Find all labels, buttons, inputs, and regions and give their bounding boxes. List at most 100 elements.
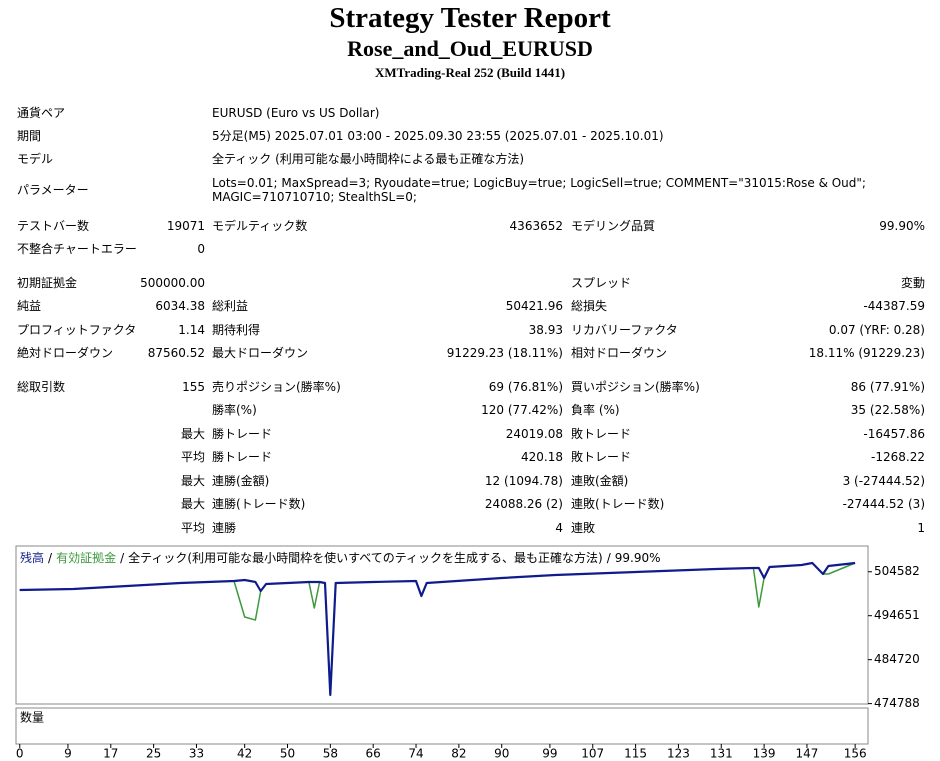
stat-label: 総利益 xyxy=(212,299,249,313)
x-tick-label: 0 xyxy=(16,747,24,761)
y-tick-label: 504582 xyxy=(874,564,920,578)
x-tick-label: 9 xyxy=(64,747,72,761)
stat-label: 敗トレード xyxy=(571,450,632,464)
caption-part: / xyxy=(120,551,125,565)
x-tick-label: 99 xyxy=(542,747,557,761)
caption-part: 残高 xyxy=(20,550,44,565)
x-tick-label: 66 xyxy=(366,747,381,761)
stat-value: 19071 xyxy=(166,219,205,233)
caption-part: 99.90% xyxy=(615,551,661,565)
x-tick-label: 58 xyxy=(323,747,338,761)
stat-label: 負率 (%) xyxy=(571,403,620,417)
report-title: Strategy Tester Report xyxy=(329,2,611,34)
stat-value: 4 xyxy=(555,521,563,535)
y-tick-label: 474788 xyxy=(874,696,920,710)
chart-caption: 残高 / 有効証拠金 / 全ティック(利用可能な最小時間枠を使いすべてのティックを生成す… xyxy=(20,550,661,565)
y-tick-label: 484720 xyxy=(874,652,920,666)
stat-value: 87560.52 xyxy=(147,346,205,360)
caption-part: / xyxy=(48,551,53,565)
stat-value: 6034.38 xyxy=(155,299,205,313)
x-tick-label: 107 xyxy=(581,747,604,761)
stat-value: 3 (-27444.52) xyxy=(842,474,925,488)
stat-label: 相対ドローダウン xyxy=(571,346,668,360)
stat-label: 連勝(金額) xyxy=(212,474,270,488)
stat-value: 86 (77.91%) xyxy=(850,380,925,394)
info-value: EURUSD (Euro vs US Dollar) xyxy=(212,106,380,120)
stat-value: -27444.52 (3) xyxy=(842,497,925,511)
stat-label: 純益 xyxy=(17,299,42,313)
stat-value: 69 (76.81%) xyxy=(488,380,563,394)
chart-frame xyxy=(15,545,869,705)
stat-label: 不整合チャートエラー xyxy=(17,242,137,256)
stat-value: 平均 xyxy=(180,521,205,535)
stat-label: 勝トレード xyxy=(212,450,273,464)
stat-label: スプレッド xyxy=(571,276,632,290)
stat-label: リカバリーファクタ xyxy=(571,323,678,337)
stat-label: テストバー数 xyxy=(17,219,90,233)
stat-value: 変動 xyxy=(900,276,925,290)
stat-value: 1.14 xyxy=(178,323,205,337)
stat-value: -44387.59 xyxy=(863,299,925,313)
x-tick-label: 156 xyxy=(844,747,867,761)
x-tick-label: 82 xyxy=(451,747,466,761)
stat-value: 18.11% (91229.23) xyxy=(808,346,925,360)
caption-part: 有効証拠金 xyxy=(56,550,116,565)
caption-part: / xyxy=(607,551,612,565)
x-tick-label: 115 xyxy=(624,747,647,761)
stat-value: -1268.22 xyxy=(871,450,925,464)
stat-label: 総取引数 xyxy=(17,380,66,394)
stat-value: 0 xyxy=(197,242,205,256)
stat-value: 155 xyxy=(182,380,205,394)
stat-value: 平均 xyxy=(180,450,205,464)
report-subtitle: Rose_and_Oud_EURUSD xyxy=(347,36,593,61)
info-label: パラメーター xyxy=(17,183,89,197)
stat-label: 最大ドローダウン xyxy=(212,346,309,360)
stat-label: 連勝 xyxy=(212,521,237,535)
x-tick-label: 147 xyxy=(795,747,818,761)
stat-label: モデリング品質 xyxy=(571,219,656,233)
stat-value: 最大 xyxy=(180,497,205,511)
series-line xyxy=(19,561,856,697)
stat-value: 500000.00 xyxy=(140,276,205,290)
stat-label: 連敗 xyxy=(571,521,596,535)
stat-label: 初期証拠金 xyxy=(17,276,78,290)
info-label: 期間 xyxy=(17,129,42,143)
stat-value: -16457.86 xyxy=(863,427,925,441)
stat-value: 38.93 xyxy=(528,323,563,337)
stat-label: 連敗(金額) xyxy=(571,474,629,488)
stat-value: 12 (1094.78) xyxy=(484,474,563,488)
x-tick-label: 50 xyxy=(280,747,295,761)
stat-label: 絶対ドローダウン xyxy=(17,346,114,360)
stat-value: 1 xyxy=(917,521,925,535)
stat-label: 買いポジション(勝率%) xyxy=(571,380,700,394)
x-tick-label: 42 xyxy=(237,747,252,761)
stat-value: 0.07 (YRF: 0.28) xyxy=(828,323,925,337)
x-tick-label: 90 xyxy=(494,747,509,761)
stat-value: 4363652 xyxy=(509,219,563,233)
volume-label: 数量 xyxy=(20,710,44,725)
x-tick-label: 74 xyxy=(408,747,423,761)
x-tick-label: 17 xyxy=(103,747,118,761)
x-tick-label: 139 xyxy=(753,747,776,761)
stat-label: モデルティック数 xyxy=(212,219,308,233)
stat-value: 420.18 xyxy=(521,450,563,464)
x-tick-label: 33 xyxy=(189,747,204,761)
stat-value: 91229.23 (18.11%) xyxy=(446,346,563,360)
stat-label: 期待利得 xyxy=(212,323,261,337)
caption-part: 全ティック(利用可能な最小時間枠を使いすべてのティックを生成する、最も正確な方法… xyxy=(128,550,603,565)
stat-value: 24019.08 xyxy=(505,427,563,441)
stat-label: 敗トレード xyxy=(571,427,632,441)
x-tick-label: 123 xyxy=(667,747,690,761)
stat-value: 99.90% xyxy=(879,219,925,233)
x-tick-label: 131 xyxy=(710,747,733,761)
stat-value: 24088.26 (2) xyxy=(484,497,563,511)
y-tick-label: 494651 xyxy=(874,608,920,622)
stat-value: 最大 xyxy=(180,474,205,488)
stat-value: 最大 xyxy=(180,427,205,441)
stat-label: 総損失 xyxy=(571,299,608,313)
info-value: Lots=0.01; MaxSpread=3; Ryoudate=true; L… xyxy=(212,176,866,204)
stat-value: 120 (77.42%) xyxy=(481,403,563,417)
stat-label: 連敗(トレード数) xyxy=(571,497,665,511)
